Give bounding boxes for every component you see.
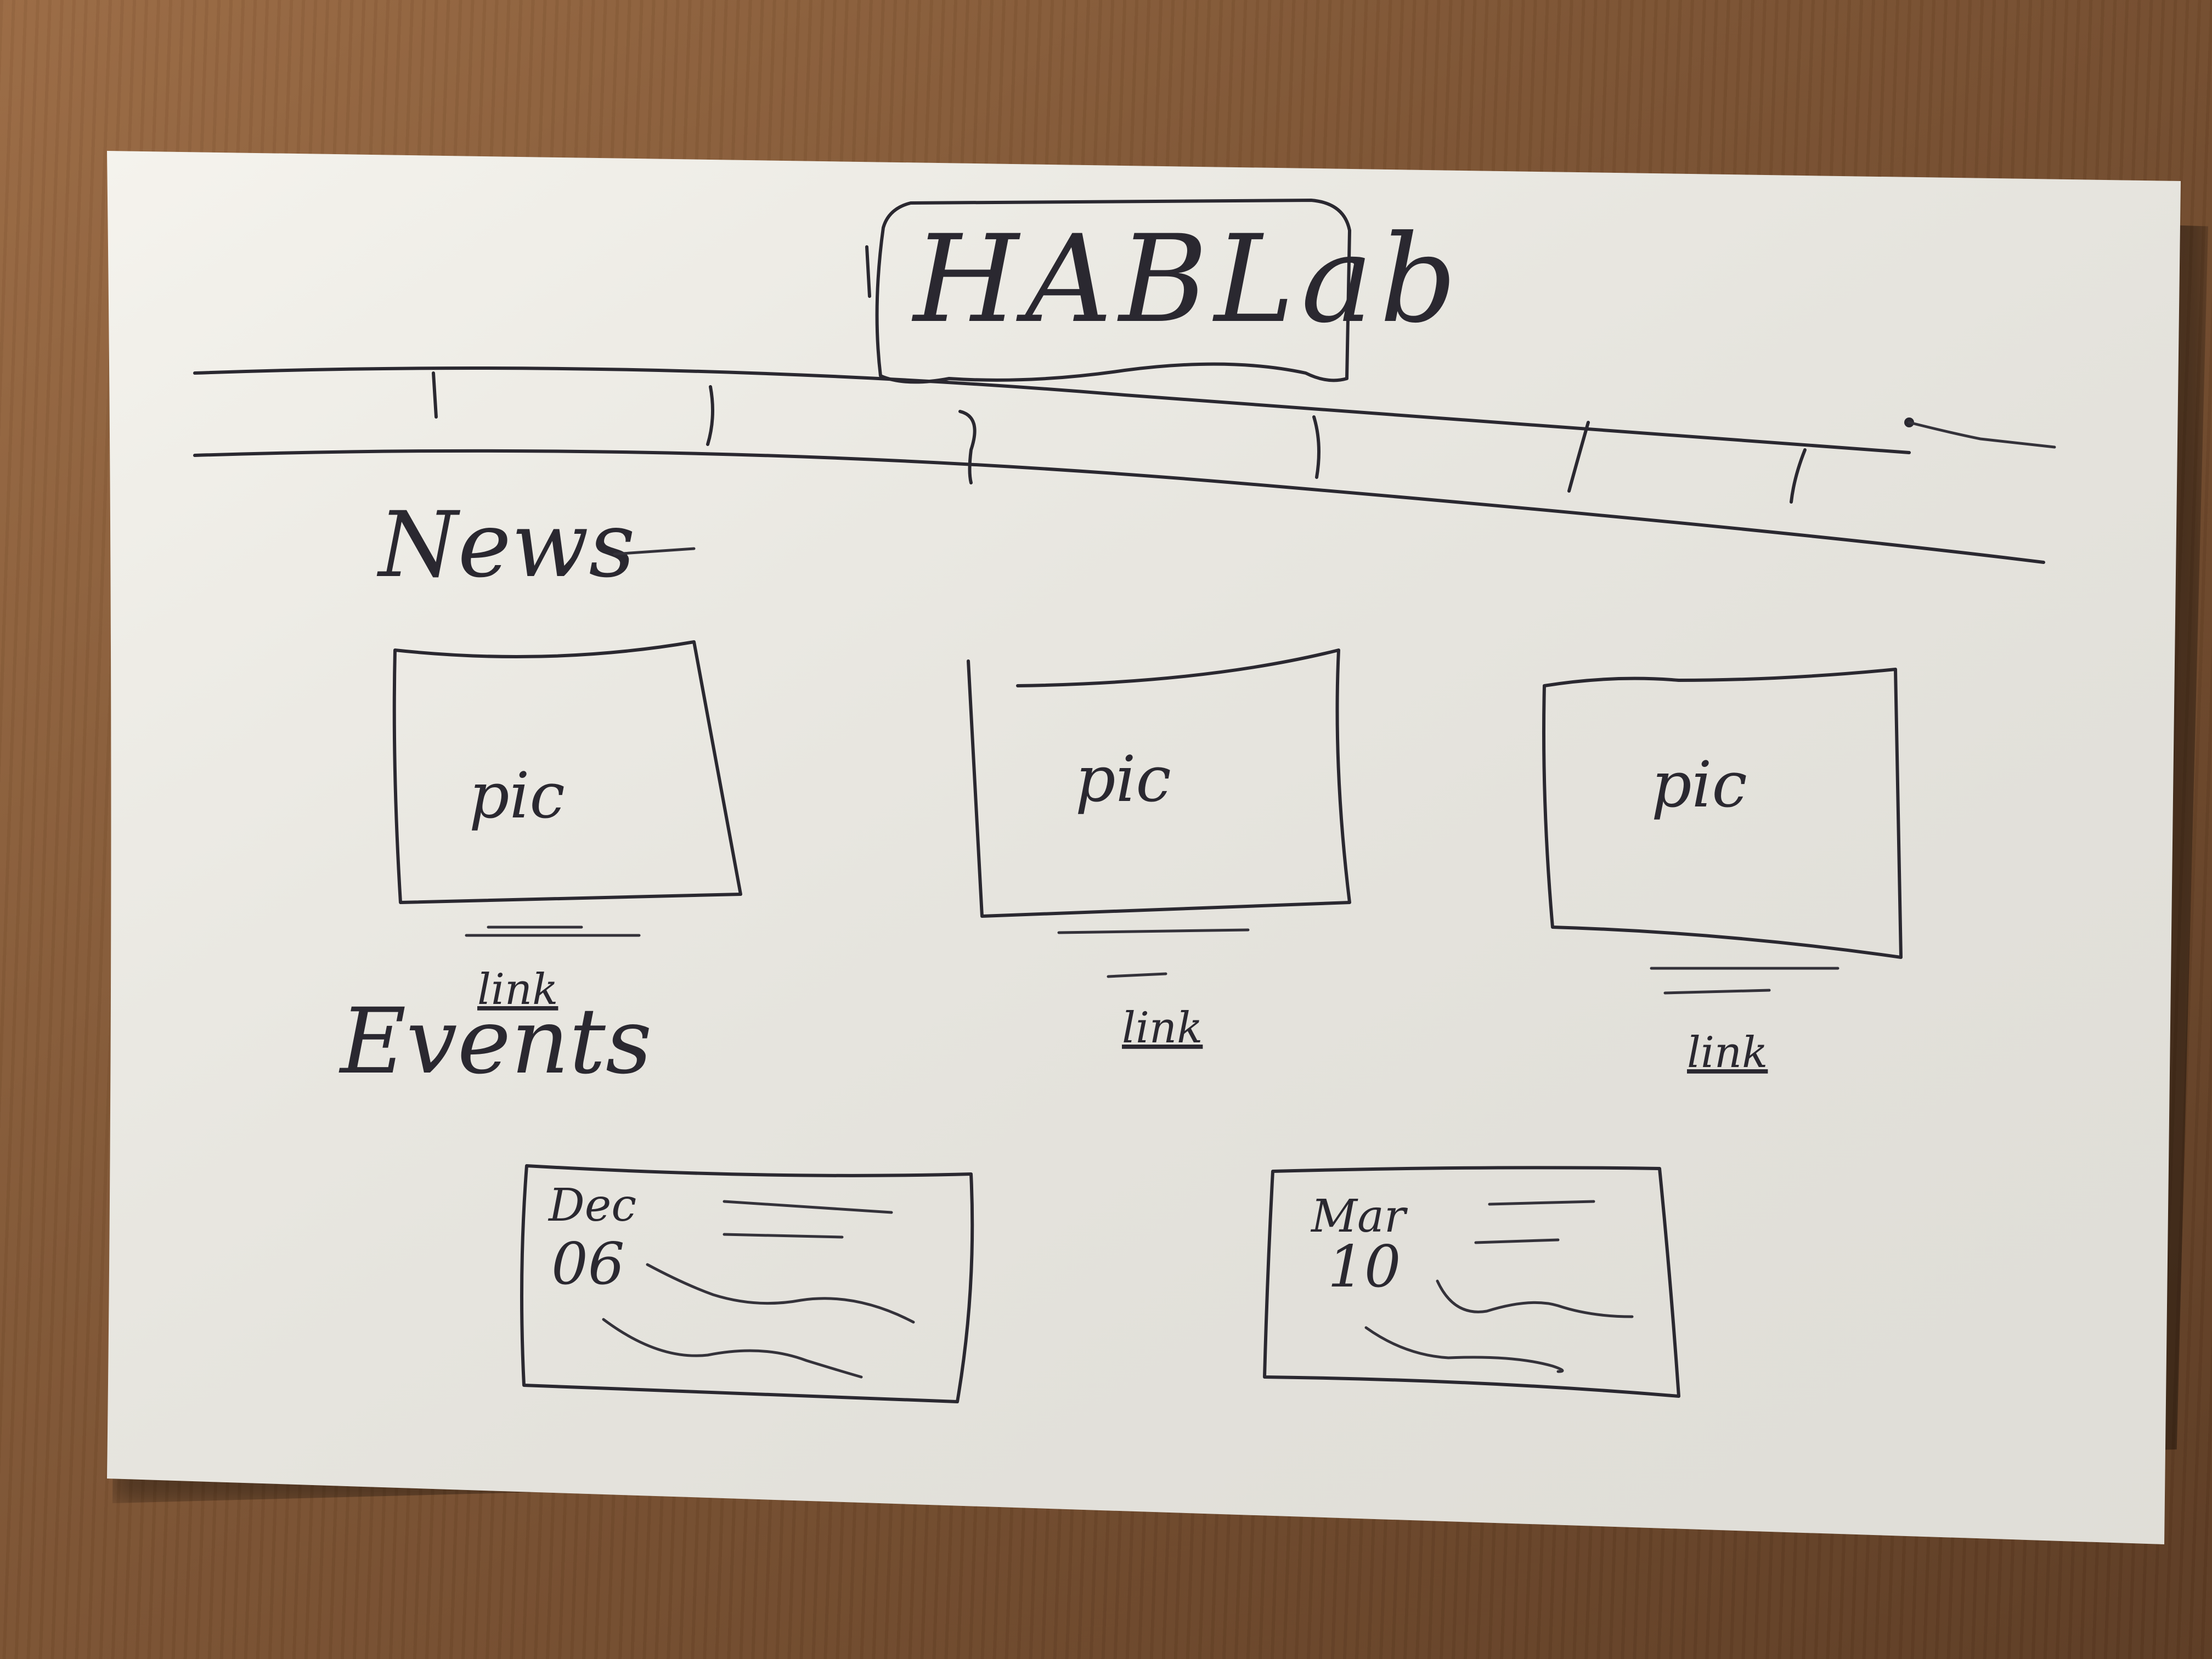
paper-shade [107, 151, 2181, 1544]
event-card-1-frame [520, 1164, 974, 1403]
event-card-1-description-line [602, 1318, 863, 1379]
nav-bar [193, 366, 2056, 564]
event-card-1-title-line [723, 1233, 844, 1239]
news-heading-underline-swash [613, 547, 696, 556]
news-card-2-image-frame [967, 648, 1351, 918]
event-card-1-title-line [723, 1200, 893, 1214]
event-card-1-description-line [646, 1263, 915, 1324]
news-card-1-link[interactable]: link [477, 965, 558, 1014]
news-card-3-image-frame [1542, 668, 1903, 959]
logo-box: HABLab [865, 199, 1464, 384]
event-card-2-title-line [1488, 1200, 1595, 1206]
news-card-3-link[interactable]: link [1687, 1028, 1768, 1077]
nav-item-divider-5[interactable] [1567, 421, 1590, 493]
event-card-2-description-line [1436, 1279, 1634, 1318]
event-card-2-day: 10 [1328, 1233, 1401, 1300]
news-card-1[interactable]: pic link [392, 640, 742, 1014]
event-card-1-day: 06 [551, 1231, 625, 1297]
event-card-2-title-line [1474, 1238, 1560, 1244]
news-card-3-pic-label: pic [1651, 748, 1747, 822]
event-card-1-month: Dec [548, 1180, 636, 1232]
event-card-2-month: Mar [1310, 1190, 1408, 1243]
event-card-1[interactable]: Dec 06 [520, 1164, 974, 1403]
nav-item-divider-6[interactable] [1790, 448, 1807, 504]
nav-item-divider-3[interactable] [958, 410, 977, 484]
news-card-2-link[interactable]: link [1122, 1003, 1203, 1053]
news-card-2-title-line [1057, 928, 1250, 934]
news-card-2[interactable]: pic link [967, 648, 1351, 1053]
event-card-2-description-line [1364, 1326, 1564, 1373]
news-card-3[interactable]: pic link [1542, 668, 1903, 1077]
news-heading: News [376, 492, 635, 597]
logo-text: HABLab [911, 209, 1464, 349]
nav-item-divider-2[interactable] [706, 385, 714, 446]
nav-item-divider-4[interactable] [1312, 415, 1321, 479]
nav-item-divider-1[interactable] [432, 371, 438, 419]
news-card-1-pic-label: pic [469, 759, 565, 833]
news-card-2-pic-label: pic [1075, 743, 1171, 816]
news-card-1-image-frame [392, 640, 742, 904]
events-heading: Events [338, 989, 652, 1094]
news-card-3-title-line [1663, 989, 1771, 995]
news-card-2-title-line [1107, 972, 1167, 978]
event-card-2-frame [1263, 1166, 1680, 1398]
event-card-2[interactable]: Mar 10 [1263, 1166, 1680, 1398]
